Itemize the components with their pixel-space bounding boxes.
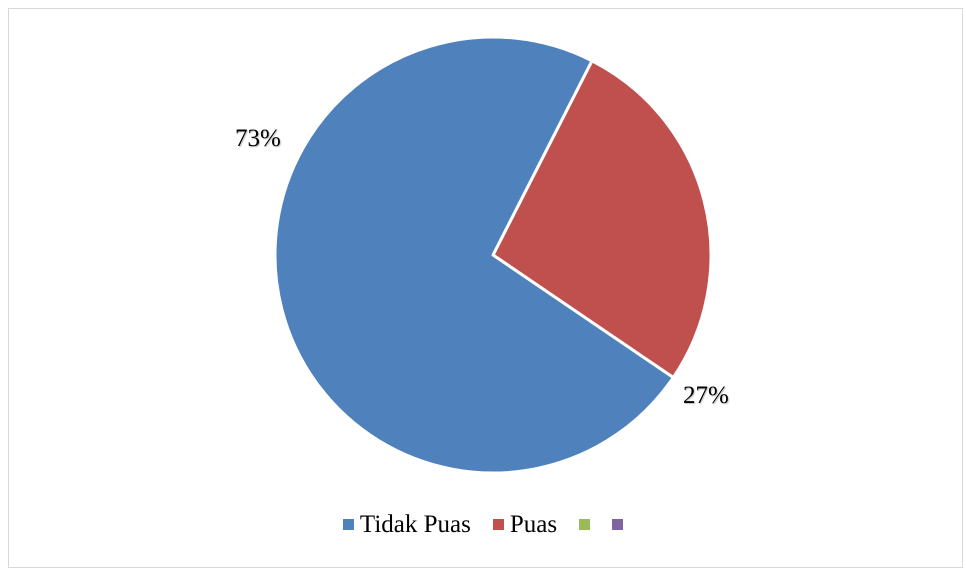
data-label-puas: 27% <box>683 382 729 409</box>
legend-swatch-tidak-puas <box>342 519 354 530</box>
pie-slice-tidak-puas <box>273 35 675 475</box>
legend-item-series-4 <box>612 519 624 530</box>
legend-label-tidak-puas: Tidak Puas <box>359 511 471 538</box>
legend-swatch-puas <box>492 519 504 530</box>
legend-item-puas: Puas <box>492 511 558 538</box>
pie-slice-puas <box>491 59 713 380</box>
data-label-tidak-puas: 73% <box>235 125 281 152</box>
legend-item-tidak-puas: Tidak Puas <box>342 511 471 538</box>
legend-swatch-series-3 <box>579 519 591 530</box>
legend-item-series-3 <box>579 519 591 530</box>
legend-label-puas: Puas <box>509 511 558 538</box>
legend: Tidak Puas Puas <box>0 512 966 537</box>
legend-swatch-series-4 <box>612 519 624 530</box>
